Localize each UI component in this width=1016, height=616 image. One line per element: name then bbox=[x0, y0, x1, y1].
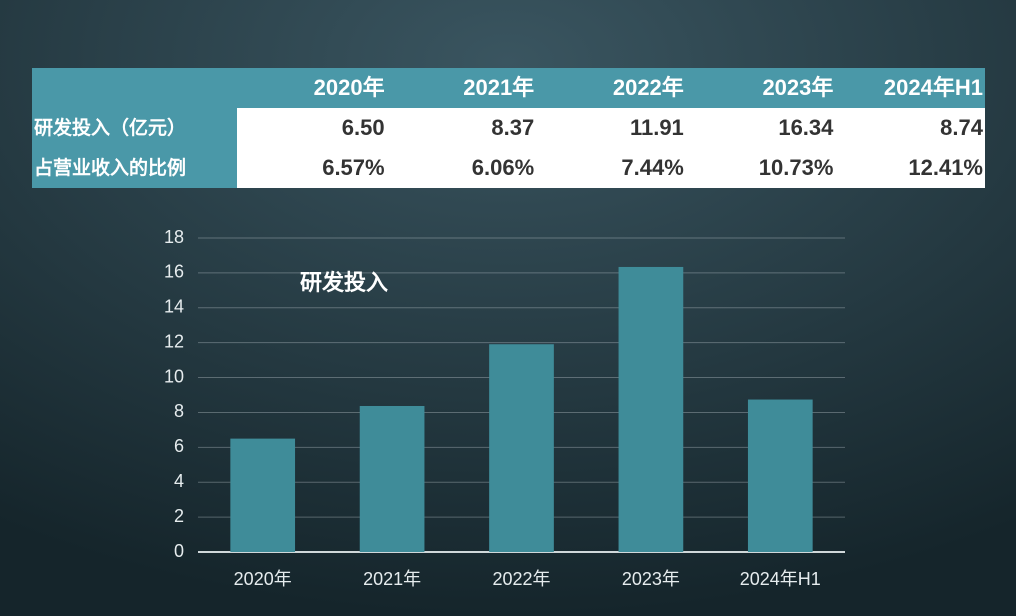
x-tick-label: 2024年H1 bbox=[740, 569, 821, 589]
x-tick-label: 2020年 bbox=[234, 569, 292, 589]
bar bbox=[489, 344, 554, 552]
table-cell: 6.57% bbox=[322, 155, 384, 180]
table-label-bg bbox=[32, 108, 237, 188]
table-column-header: 2021年 bbox=[463, 75, 534, 100]
table-cell: 6.06% bbox=[472, 155, 534, 180]
y-tick-label: 6 bbox=[174, 436, 184, 456]
table: 2020年 2021年 2022年 2023年 2024年H1 研发投入（亿元） 6.50 8… bbox=[32, 68, 985, 188]
chart-annotation: 研发投入 bbox=[300, 270, 388, 295]
table-column-header: 2020年 bbox=[314, 75, 385, 100]
y-tick-label: 10 bbox=[164, 366, 184, 386]
table-cell: 8.37 bbox=[491, 115, 534, 140]
bar bbox=[747, 399, 813, 552]
table-cell: 10.73% bbox=[759, 155, 834, 180]
x-tick-label: 2021年 bbox=[363, 569, 421, 589]
table-cell: 8.74 bbox=[940, 115, 984, 140]
table-cell: 12.41% bbox=[908, 155, 983, 180]
table-cell: 6.50 bbox=[342, 115, 385, 140]
table-cell: 7.44% bbox=[621, 155, 683, 180]
y-tick-label: 0 bbox=[174, 541, 184, 561]
table-header-bg bbox=[32, 68, 985, 108]
table-cell: 16.34 bbox=[778, 115, 834, 140]
x-tick-label: 2022年 bbox=[492, 569, 550, 589]
table-column-header: 2023年 bbox=[762, 75, 833, 100]
table-column-header: 2022年 bbox=[613, 75, 684, 100]
y-tick-label: 14 bbox=[164, 297, 184, 317]
y-tick-label: 8 bbox=[174, 401, 184, 421]
table-row-label: 占营业收入的比例 bbox=[34, 156, 186, 179]
chart: 0 2 4 6 8 10 12 14 16 18 2020年 2021年 2022年 2023年 2024年… bbox=[164, 227, 845, 589]
table-body-bg bbox=[237, 108, 985, 188]
y-tick-label: 12 bbox=[164, 331, 184, 351]
table-column-header: 2024年H1 bbox=[884, 75, 983, 100]
y-tick-label: 4 bbox=[174, 471, 184, 491]
y-tick-label: 2 bbox=[174, 506, 184, 526]
y-tick-label: 16 bbox=[164, 262, 184, 282]
y-tick-label: 18 bbox=[164, 227, 184, 247]
bar bbox=[618, 266, 684, 552]
bar bbox=[359, 405, 425, 552]
bar bbox=[230, 438, 296, 552]
table-cell: 11.91 bbox=[630, 115, 684, 140]
table-row-label: 研发投入（亿元） bbox=[34, 116, 186, 139]
x-tick-label: 2023年 bbox=[622, 569, 680, 589]
